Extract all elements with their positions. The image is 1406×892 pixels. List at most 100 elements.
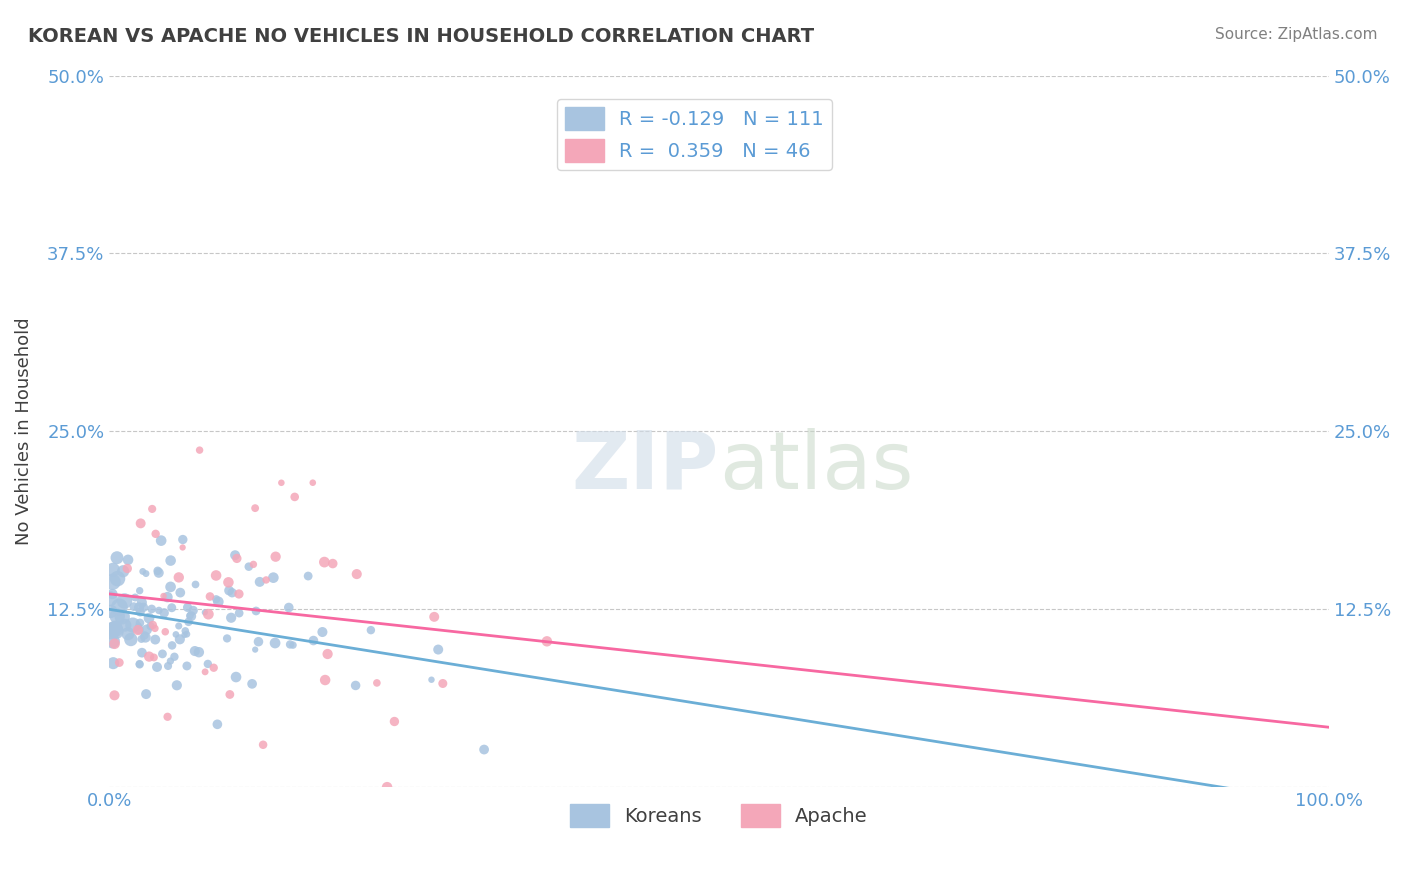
Point — [301, 475, 323, 490]
Point — [121, 618, 143, 632]
Point — [152, 647, 174, 661]
Point — [169, 585, 191, 599]
Point — [173, 628, 195, 642]
Point — [128, 600, 150, 615]
Point — [167, 570, 190, 584]
Text: ZIP: ZIP — [572, 428, 718, 506]
Point — [194, 606, 217, 620]
Point — [172, 533, 194, 547]
Point — [103, 656, 125, 670]
Point — [128, 583, 150, 598]
Point — [166, 678, 188, 692]
Point — [316, 647, 339, 661]
Point — [179, 608, 201, 623]
Point — [117, 553, 139, 567]
Point — [187, 645, 209, 659]
Point — [314, 555, 336, 569]
Point — [155, 624, 177, 639]
Point — [104, 637, 127, 651]
Point — [128, 657, 150, 671]
Point — [176, 600, 198, 615]
Point — [221, 586, 243, 600]
Point — [247, 634, 270, 648]
Point — [100, 604, 122, 618]
Point — [142, 618, 165, 632]
Point — [322, 557, 344, 571]
Point — [156, 710, 179, 724]
Point — [169, 632, 191, 647]
Point — [472, 742, 495, 756]
Point — [219, 611, 242, 625]
Point — [198, 590, 221, 604]
Point — [346, 567, 368, 582]
Point — [150, 533, 173, 548]
Point — [129, 605, 152, 619]
Point — [139, 619, 162, 633]
Point — [344, 678, 367, 692]
Point — [111, 609, 134, 624]
Point — [120, 632, 142, 647]
Point — [228, 587, 250, 601]
Point — [129, 516, 152, 531]
Point — [107, 572, 129, 586]
Point — [135, 687, 157, 701]
Point — [146, 660, 169, 674]
Point — [103, 689, 125, 703]
Point — [163, 649, 186, 664]
Point — [197, 607, 219, 622]
Point — [242, 558, 264, 572]
Point — [134, 631, 156, 645]
Point — [284, 490, 307, 504]
Point — [131, 595, 153, 609]
Point — [181, 603, 204, 617]
Point — [143, 632, 166, 647]
Point — [311, 625, 333, 640]
Point — [240, 677, 263, 691]
Point — [174, 624, 197, 638]
Point — [277, 600, 299, 615]
Point — [101, 634, 124, 648]
Point — [122, 599, 145, 614]
Point — [105, 609, 128, 624]
Point — [157, 659, 180, 673]
Point — [432, 676, 454, 690]
Point — [165, 627, 187, 641]
Point — [262, 571, 284, 585]
Point — [104, 620, 127, 634]
Point — [536, 634, 558, 648]
Point — [360, 623, 382, 637]
Point — [132, 600, 155, 615]
Point — [98, 591, 121, 606]
Point — [108, 656, 131, 670]
Point — [420, 673, 443, 687]
Point — [202, 661, 225, 675]
Point — [297, 569, 319, 583]
Point — [105, 550, 128, 565]
Point — [217, 575, 239, 590]
Point — [146, 564, 169, 578]
Point — [148, 566, 170, 580]
Point — [101, 563, 124, 577]
Point — [207, 595, 229, 609]
Point — [129, 615, 152, 630]
Point — [243, 501, 266, 516]
Point — [423, 610, 446, 624]
Point — [197, 657, 219, 671]
Point — [249, 574, 271, 589]
Point — [128, 623, 150, 637]
Point — [427, 642, 450, 657]
Point — [138, 611, 160, 625]
Point — [159, 654, 181, 668]
Point — [281, 638, 304, 652]
Text: Source: ZipAtlas.com: Source: ZipAtlas.com — [1215, 27, 1378, 42]
Point — [135, 566, 157, 581]
Point — [108, 599, 131, 614]
Point — [384, 714, 406, 729]
Point — [124, 591, 146, 605]
Point — [270, 475, 292, 490]
Point — [176, 659, 198, 673]
Point — [314, 673, 336, 687]
Point — [224, 548, 246, 562]
Point — [104, 622, 127, 636]
Legend: Koreans, Apache: Koreans, Apache — [562, 797, 876, 834]
